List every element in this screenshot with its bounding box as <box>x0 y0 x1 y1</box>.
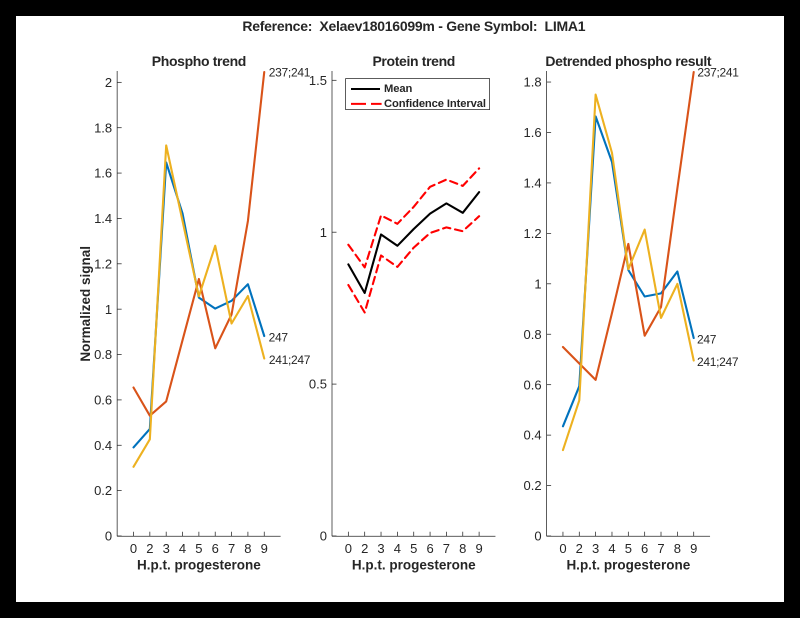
svg-text:1.2: 1.2 <box>524 226 542 241</box>
svg-text:2: 2 <box>576 541 583 556</box>
svg-text:7: 7 <box>228 541 235 556</box>
svg-text:0.4: 0.4 <box>94 438 112 453</box>
svg-text:2: 2 <box>105 75 112 90</box>
svg-text:1.5: 1.5 <box>309 73 327 88</box>
svg-text:4: 4 <box>394 541 401 556</box>
svg-text:0.5: 0.5 <box>309 377 327 392</box>
svg-text:3: 3 <box>592 541 599 556</box>
svg-text:Reference: Xelaev18016099m -: Reference: Xelaev18016099m - Gene Symbol… <box>242 18 585 34</box>
svg-text:Mean: Mean <box>384 83 412 95</box>
svg-text:9: 9 <box>261 541 268 556</box>
svg-text:5: 5 <box>195 541 202 556</box>
svg-text:0.2: 0.2 <box>94 483 112 498</box>
svg-text:Normalized signal: Normalized signal <box>78 246 93 362</box>
svg-text:9: 9 <box>690 541 697 556</box>
svg-text:9: 9 <box>475 541 482 556</box>
svg-text:247: 247 <box>269 331 289 345</box>
svg-text:0: 0 <box>320 529 327 544</box>
svg-text:5: 5 <box>410 541 417 556</box>
svg-text:1: 1 <box>320 225 327 240</box>
svg-text:0: 0 <box>105 529 112 544</box>
svg-text:0: 0 <box>559 541 566 556</box>
svg-text:1: 1 <box>105 302 112 317</box>
svg-text:8: 8 <box>674 541 681 556</box>
svg-text:1.6: 1.6 <box>524 125 542 140</box>
svg-text:0.6: 0.6 <box>94 393 112 408</box>
svg-text:6: 6 <box>426 541 433 556</box>
svg-text:Protein trend: Protein trend <box>372 53 455 69</box>
svg-text:247: 247 <box>697 333 717 347</box>
svg-text:5: 5 <box>625 541 632 556</box>
svg-text:8: 8 <box>244 541 251 556</box>
svg-text:0.2: 0.2 <box>524 478 542 493</box>
svg-text:3: 3 <box>377 541 384 556</box>
svg-text:4: 4 <box>608 541 615 556</box>
svg-text:1.8: 1.8 <box>94 120 112 135</box>
svg-text:H.p.t. progesterone: H.p.t. progesterone <box>566 558 690 573</box>
svg-text:Confidence Interval: Confidence Interval <box>384 98 486 110</box>
svg-text:0.4: 0.4 <box>524 428 542 443</box>
svg-text:0.8: 0.8 <box>524 327 542 342</box>
svg-text:6: 6 <box>641 541 648 556</box>
svg-text:7: 7 <box>657 541 664 556</box>
svg-text:2: 2 <box>361 541 368 556</box>
svg-text:0: 0 <box>534 529 541 544</box>
svg-text:4: 4 <box>179 541 186 556</box>
svg-text:1.4: 1.4 <box>94 211 112 226</box>
svg-text:0: 0 <box>130 541 137 556</box>
svg-text:3: 3 <box>163 541 170 556</box>
svg-text:1.8: 1.8 <box>524 75 542 90</box>
svg-text:0.6: 0.6 <box>524 377 542 392</box>
svg-text:2: 2 <box>146 541 153 556</box>
svg-text:7: 7 <box>443 541 450 556</box>
svg-text:0.8: 0.8 <box>94 347 112 362</box>
svg-text:Phospho trend: Phospho trend <box>152 53 246 69</box>
svg-text:237;241: 237;241 <box>269 65 311 79</box>
svg-text:237;241: 237;241 <box>697 65 739 79</box>
svg-text:1: 1 <box>534 276 541 291</box>
svg-text:H.p.t. progesterone: H.p.t. progesterone <box>352 558 476 573</box>
svg-text:241;247: 241;247 <box>269 353 311 367</box>
svg-text:0: 0 <box>345 541 352 556</box>
svg-text:1.2: 1.2 <box>94 256 112 271</box>
svg-text:6: 6 <box>212 541 219 556</box>
svg-text:241;247: 241;247 <box>697 355 739 369</box>
svg-text:8: 8 <box>459 541 466 556</box>
svg-text:1.6: 1.6 <box>94 166 112 181</box>
svg-text:Detrended phospho result: Detrended phospho result <box>545 53 712 69</box>
svg-text:H.p.t. progesterone: H.p.t. progesterone <box>137 558 261 573</box>
svg-text:1.4: 1.4 <box>524 176 542 191</box>
